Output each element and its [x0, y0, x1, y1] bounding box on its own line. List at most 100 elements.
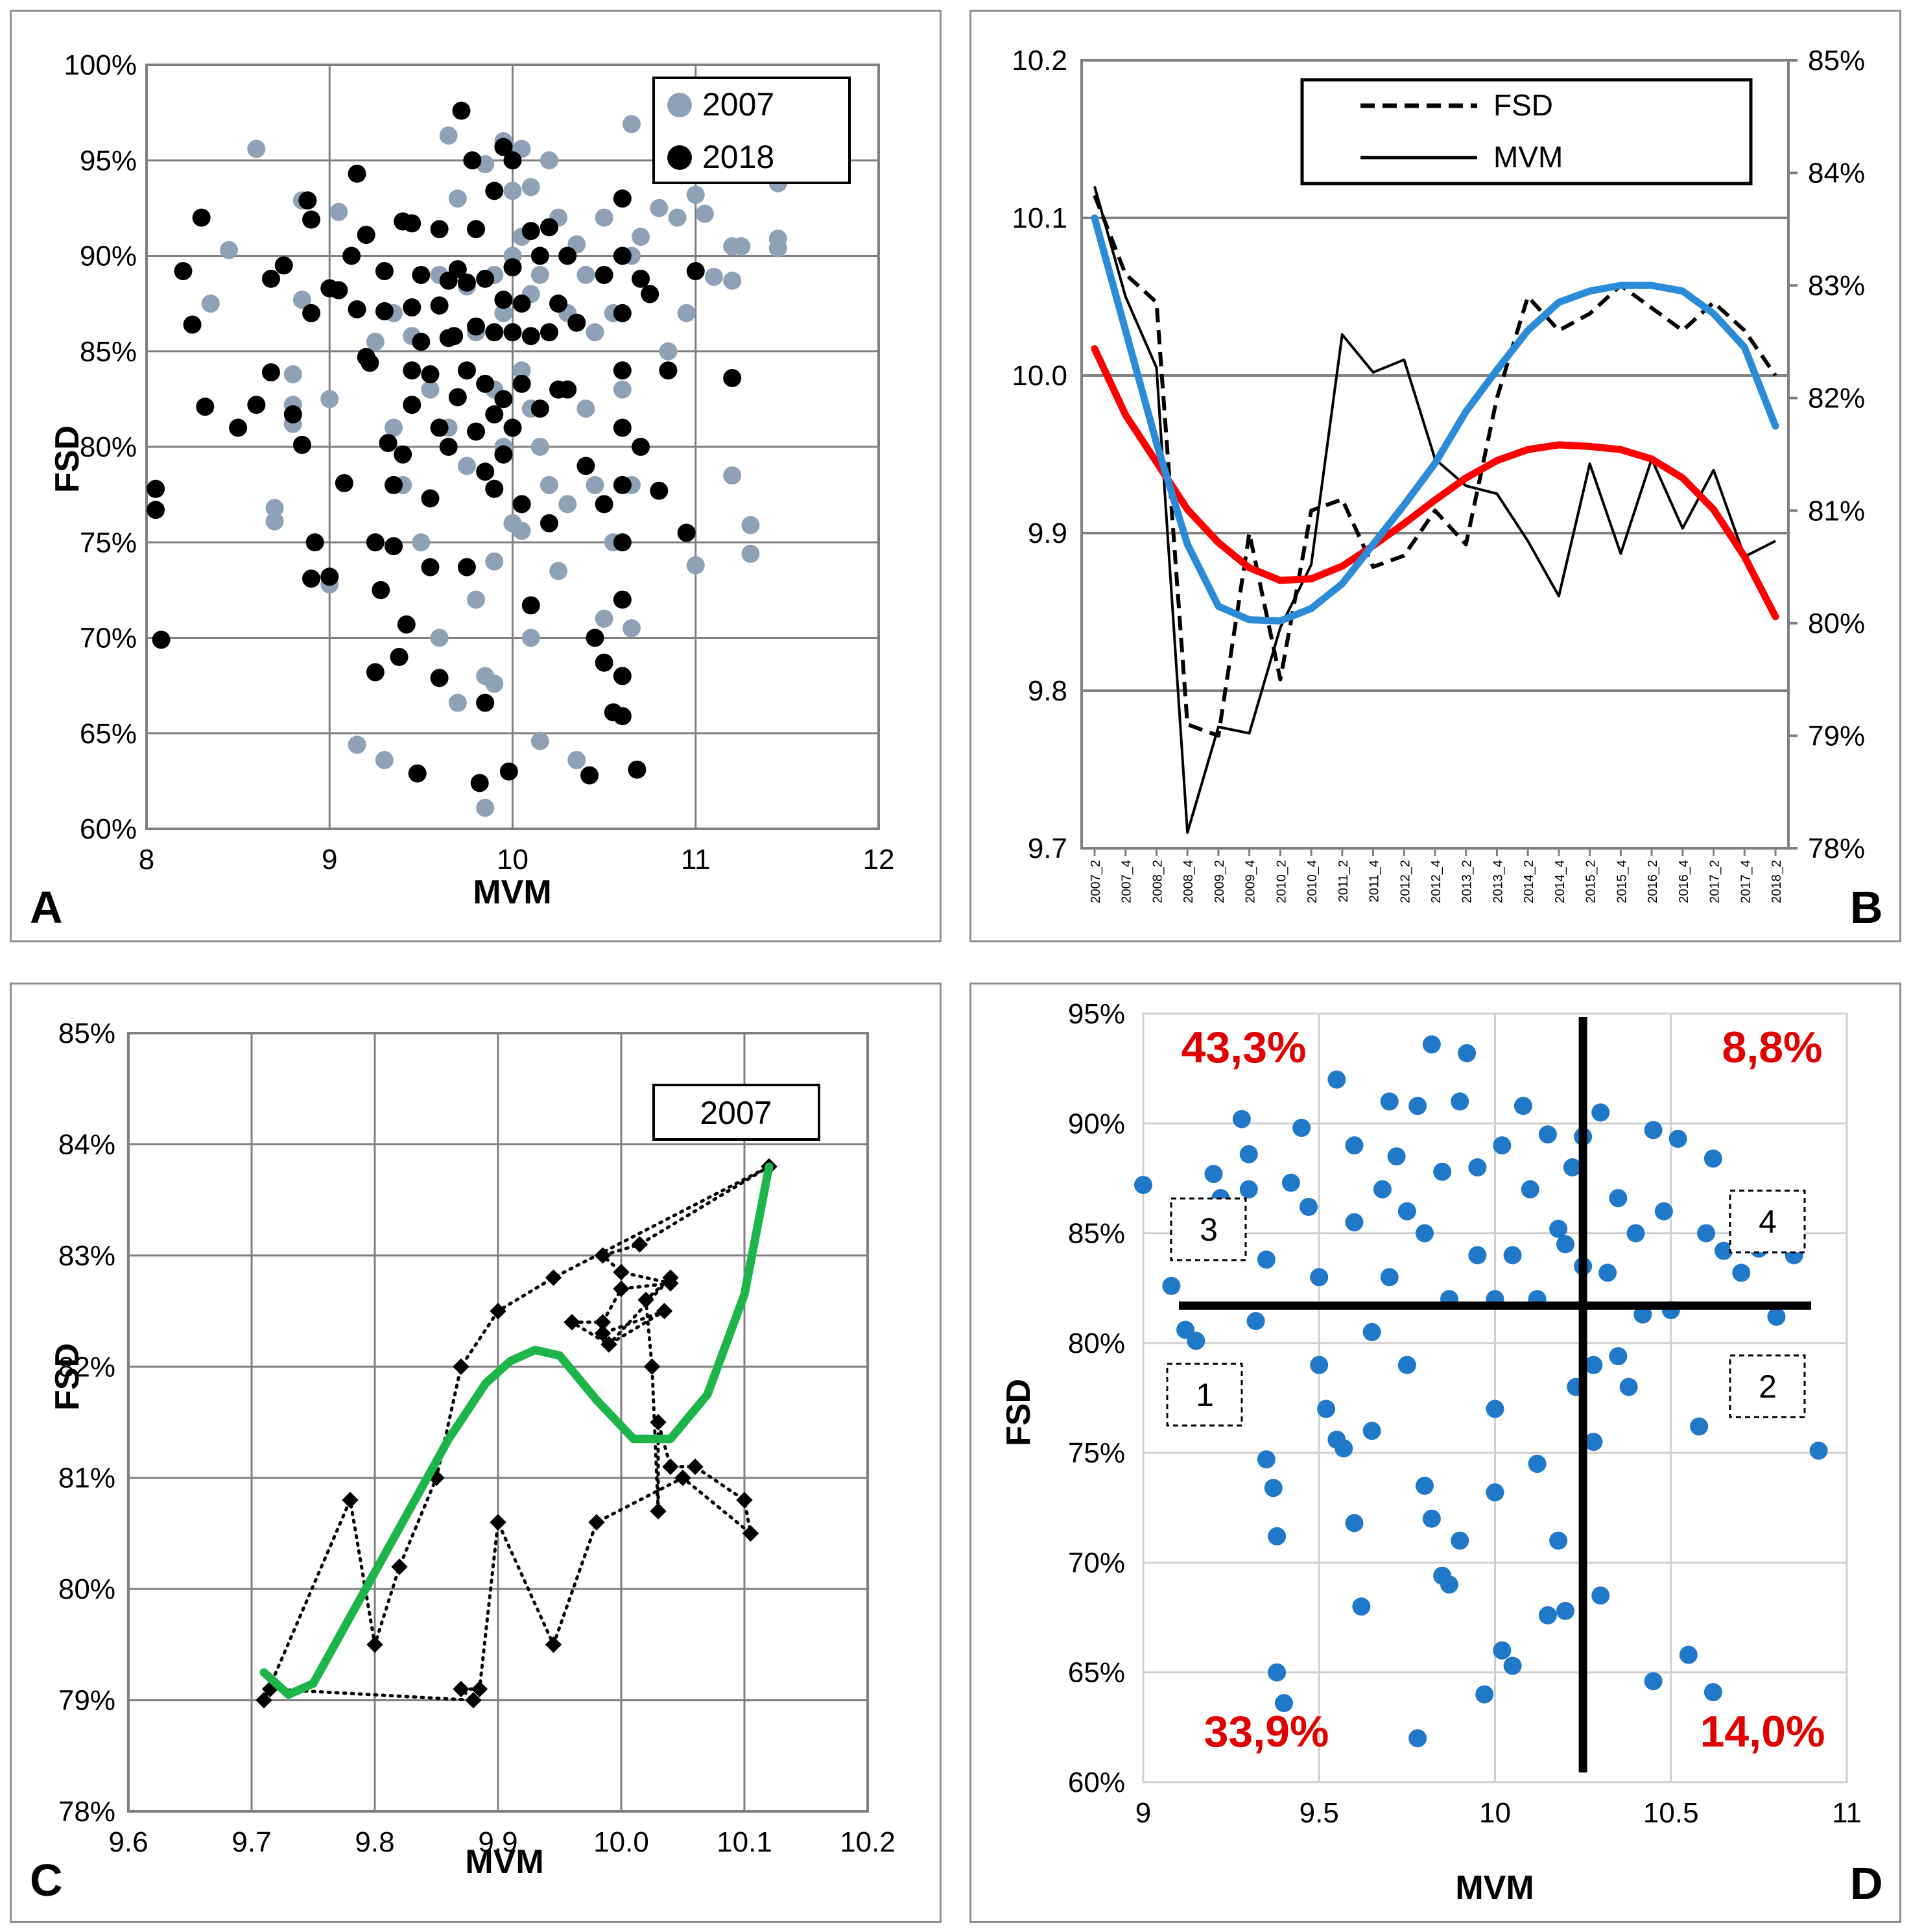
y-tick-label-a: 65%	[80, 718, 137, 750]
x-tick-label-b: 2010_2	[1274, 860, 1288, 903]
data-point-2007	[549, 562, 568, 580]
data-point-2007	[732, 237, 751, 256]
data-point-2018	[421, 558, 440, 577]
data-point-2018	[320, 567, 339, 586]
data-point-2007	[659, 342, 678, 361]
data-point	[1528, 1455, 1547, 1473]
data-point-marker	[465, 1691, 482, 1709]
data-point-2018	[361, 353, 379, 372]
data-point-2018	[549, 294, 568, 313]
data-point-2007	[292, 291, 311, 309]
data-point-2007	[412, 533, 431, 552]
data-point-2018	[503, 323, 522, 342]
data-point-2018	[302, 569, 321, 588]
data-point-marker	[687, 1458, 704, 1475]
data-point-2018	[375, 302, 394, 320]
data-point-2018	[457, 558, 476, 577]
data-point-2007	[485, 552, 504, 571]
data-point-2018	[408, 764, 427, 783]
data-point-2007	[686, 556, 705, 575]
data-point-2018	[302, 304, 321, 322]
x-tick-label-b: 2017_2	[1708, 860, 1722, 903]
data-point-2018	[366, 533, 385, 552]
data-point-2018	[448, 260, 467, 279]
x-tick-label-d: 9.5	[1300, 1797, 1339, 1829]
y-left-tick-label-b: 9.8	[1028, 675, 1067, 707]
x-axis-title-a: MVM	[473, 874, 551, 911]
data-point-2018	[476, 269, 495, 288]
data-point	[1299, 1197, 1318, 1216]
data-point-2018	[494, 137, 513, 156]
data-point-2007	[741, 516, 760, 534]
data-point-2007	[586, 323, 604, 342]
data-point-2018	[595, 495, 613, 514]
data-point	[1397, 1355, 1416, 1374]
data-point-2018	[677, 523, 696, 542]
data-point-2018	[152, 630, 171, 649]
data-point-2007	[201, 294, 220, 313]
y-tick-label-a: 80%	[80, 431, 137, 463]
data-point-2018	[650, 481, 669, 500]
data-point-2018	[412, 265, 431, 284]
data-point	[1187, 1331, 1205, 1350]
data-point-2018	[659, 361, 678, 380]
data-point	[1134, 1176, 1152, 1195]
panel-label-b: B	[1850, 882, 1883, 933]
data-point-2018	[298, 191, 317, 210]
data-point-2007	[348, 735, 366, 754]
data-point-2018	[567, 313, 586, 332]
data-point-2018	[403, 396, 421, 414]
data-point	[1433, 1162, 1452, 1181]
x-tick-label-d: 9	[1135, 1797, 1151, 1829]
data-point	[1503, 1246, 1522, 1265]
data-point-2018	[467, 220, 486, 239]
data-point-2007	[723, 466, 742, 485]
data-point	[1246, 1312, 1265, 1330]
data-point-2018	[261, 269, 280, 288]
data-point-marker	[637, 1291, 654, 1309]
data-point-2018	[613, 533, 632, 552]
data-point-2018	[540, 218, 558, 237]
data-point-2018	[192, 208, 211, 227]
x-tick-label-b: 2013_4	[1491, 860, 1505, 903]
data-point-2018	[503, 258, 522, 277]
data-point-2018	[470, 774, 489, 793]
data-point-2018	[385, 537, 403, 556]
data-point-2007	[521, 628, 540, 647]
y-tick-label-c: 78%	[58, 1796, 115, 1828]
legend-marker-2007	[667, 93, 692, 117]
x-tick-label-b: 2011_2	[1336, 860, 1351, 902]
x-tick-label-c: 9.7	[231, 1826, 271, 1858]
y-tick-label-d: 75%	[1068, 1437, 1125, 1469]
data-point	[1380, 1092, 1399, 1111]
y-tick-label-d: 90%	[1068, 1108, 1125, 1139]
data-point-2018	[457, 361, 476, 380]
y-tick-label-a: 95%	[80, 145, 137, 176]
y-tick-label-c: 83%	[58, 1240, 115, 1272]
line-chart-b: 9.7 9.8 9.9 10.0 10.1 10.2 78% 79% 80% 81% 82% 83% 8…	[1012, 45, 1883, 933]
y-tick-label-c: 84%	[58, 1128, 115, 1160]
data-point-2018	[558, 246, 577, 265]
data-point-2018	[613, 189, 632, 208]
data-point-2018	[372, 580, 390, 599]
data-point-2018	[292, 436, 311, 455]
x-tick-label-d: 10	[1479, 1797, 1511, 1829]
data-point-marker	[662, 1458, 679, 1475]
data-point	[1513, 1097, 1532, 1115]
data-point	[1268, 1527, 1287, 1545]
x-tick-label-b: 2009_4	[1244, 860, 1258, 903]
y-tick-label-a: 90%	[80, 241, 137, 272]
data-point-2018	[512, 495, 531, 514]
data-point-2018	[283, 405, 302, 423]
data-point	[1486, 1400, 1504, 1418]
data-point-2007	[668, 208, 687, 227]
x-tick-label-b: 2013_2	[1460, 860, 1475, 903]
data-point-2018	[430, 296, 449, 315]
data-point-2018	[445, 327, 464, 346]
data-point-2007	[677, 304, 696, 322]
y-tick-label-d: 85%	[1068, 1218, 1125, 1250]
data-point	[1538, 1125, 1557, 1144]
data-point-2007	[576, 400, 595, 418]
panel-b: 9.7 9.8 9.9 10.0 10.1 10.2 78% 79% 80% 81% 82% 83% 8…	[969, 10, 1901, 942]
data-point-2018	[485, 323, 504, 342]
